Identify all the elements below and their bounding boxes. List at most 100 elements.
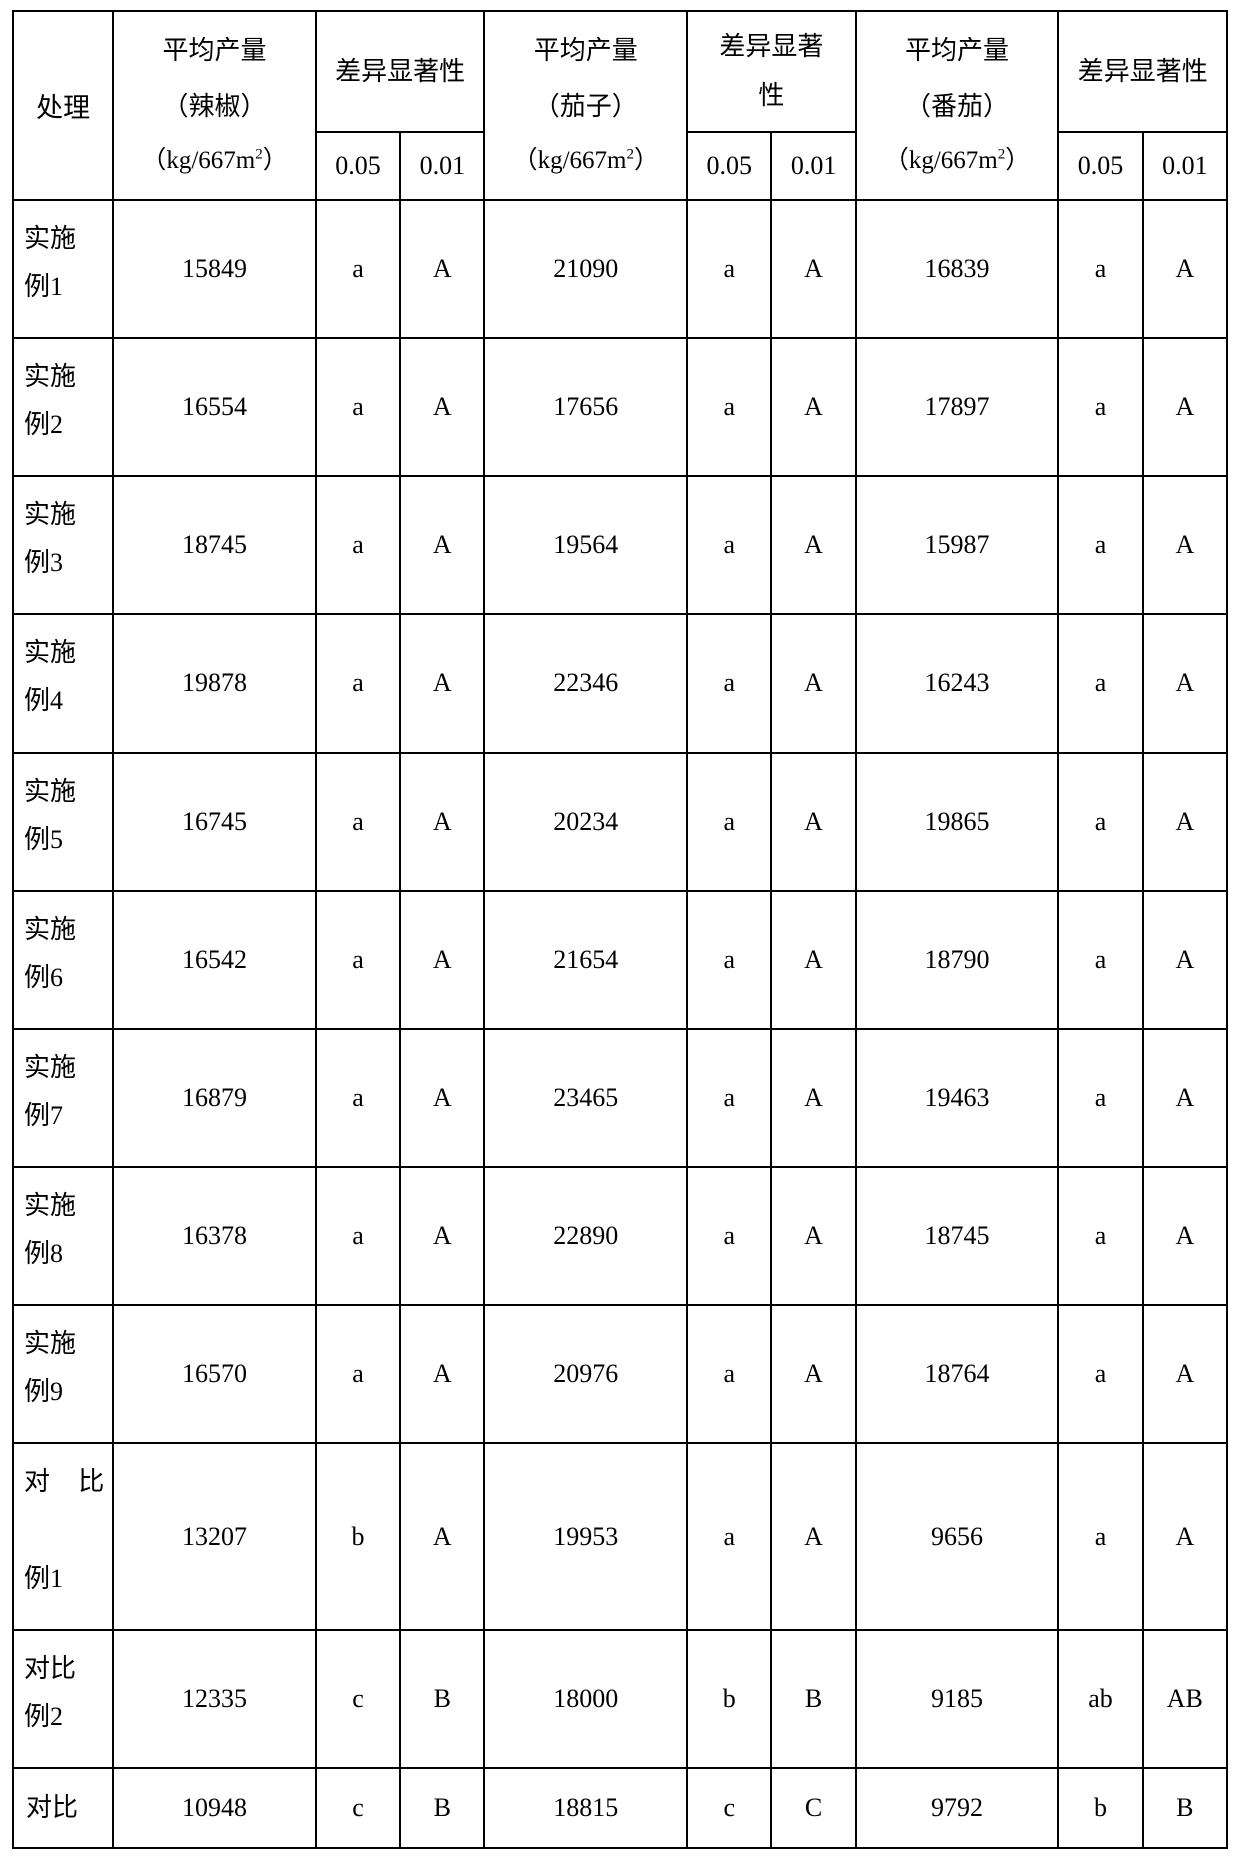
cell-sig05-egg: a xyxy=(687,1167,771,1305)
cell-sig01-tom: A xyxy=(1143,1167,1227,1305)
sig-egg-l1: 差异显著 xyxy=(719,32,823,61)
yield-tom-unit: （kg/667m2） xyxy=(884,137,1030,185)
cell-sig05-tom: ab xyxy=(1058,1630,1142,1768)
cell-yield-egg: 18815 xyxy=(484,1768,687,1848)
table-row: 实施例115849aA21090aA16839aA xyxy=(13,200,1227,338)
cell-yield-egg: 19564 xyxy=(484,476,687,614)
cell-yield-tom: 15987 xyxy=(856,476,1059,614)
cell-yield-pepper: 16570 xyxy=(113,1305,316,1443)
table-row: 实施例419878aA22346aA16243aA xyxy=(13,614,1227,752)
cell-treatment: 对比 xyxy=(13,1768,113,1848)
cell-sig01-pepper: A xyxy=(400,614,484,752)
col-yield-eggplant: 平均产量 （茄子） （kg/667m2） xyxy=(484,11,687,200)
cell-sig05-pepper: a xyxy=(316,200,400,338)
cell-treatment: 实施例4 xyxy=(13,614,113,752)
col-treatment: 处理 xyxy=(13,11,113,200)
cell-sig05-tom: a xyxy=(1058,1029,1142,1167)
cell-sig01-pepper: B xyxy=(400,1630,484,1768)
cell-sig05-egg: a xyxy=(687,1305,771,1443)
cell-sig01-pepper: A xyxy=(400,1167,484,1305)
col-p01-tom: 0.01 xyxy=(1143,132,1227,200)
cell-sig05-egg: a xyxy=(687,200,771,338)
table-row: 实施例516745aA20234aA19865aA xyxy=(13,753,1227,891)
col-p05-tom: 0.05 xyxy=(1058,132,1142,200)
cell-yield-pepper: 18745 xyxy=(113,476,316,614)
cell-treatment: 实施例5 xyxy=(13,753,113,891)
cell-yield-pepper: 19878 xyxy=(113,614,316,752)
table-row: 实施例816378aA22890aA18745aA xyxy=(13,1167,1227,1305)
cell-yield-pepper: 15849 xyxy=(113,200,316,338)
cell-sig05-egg: a xyxy=(687,1443,771,1629)
cell-treatment: 实施例8 xyxy=(13,1167,113,1305)
col-p01-pepper: 0.01 xyxy=(400,132,484,200)
cell-yield-tom: 18764 xyxy=(856,1305,1059,1443)
cell-sig05-tom: a xyxy=(1058,1167,1142,1305)
table-row: 对比例113207bA19953aA9656aA xyxy=(13,1443,1227,1629)
cell-yield-egg: 22346 xyxy=(484,614,687,752)
cell-sig01-pepper: A xyxy=(400,338,484,476)
yield-egg-l2: （茄子） xyxy=(534,82,638,131)
cell-yield-tom: 19865 xyxy=(856,753,1059,891)
cell-sig01-pepper: A xyxy=(400,891,484,1029)
cell-sig01-egg: A xyxy=(771,1443,855,1629)
cell-sig01-tom: A xyxy=(1143,1443,1227,1629)
cell-sig01-egg: B xyxy=(771,1630,855,1768)
cell-sig05-pepper: a xyxy=(316,753,400,891)
cell-yield-egg: 17656 xyxy=(484,338,687,476)
cell-yield-tom: 18790 xyxy=(856,891,1059,1029)
cell-sig01-egg: A xyxy=(771,338,855,476)
cell-yield-tom: 19463 xyxy=(856,1029,1059,1167)
table-header: 处理 平均产量 （辣椒） （kg/667m2） 差异显著性 平均产量 （茄子） … xyxy=(13,11,1227,200)
cell-yield-egg: 18000 xyxy=(484,1630,687,1768)
cell-yield-egg: 20234 xyxy=(484,753,687,891)
cell-yield-pepper: 13207 xyxy=(113,1443,316,1629)
cell-treatment: 实施例7 xyxy=(13,1029,113,1167)
cell-sig05-egg: a xyxy=(687,1029,771,1167)
sig-egg-l2: 性 xyxy=(758,81,784,110)
cell-sig01-tom: A xyxy=(1143,1029,1227,1167)
cell-sig01-tom: AB xyxy=(1143,1630,1227,1768)
cell-treatment: 实施例9 xyxy=(13,1305,113,1443)
table-row: 实施例216554aA17656aA17897aA xyxy=(13,338,1227,476)
col-sig-pepper: 差异显著性 xyxy=(316,11,485,132)
cell-sig05-tom: a xyxy=(1058,891,1142,1029)
cell-sig05-pepper: c xyxy=(316,1768,400,1848)
col-p01-egg: 0.01 xyxy=(771,132,855,200)
cell-sig01-egg: C xyxy=(771,1768,855,1848)
cell-sig01-tom: A xyxy=(1143,200,1227,338)
yield-tom-l2: （番茄） xyxy=(905,82,1009,131)
cell-sig01-pepper: A xyxy=(400,200,484,338)
cell-treatment: 对比例2 xyxy=(13,1630,113,1768)
cell-sig05-pepper: a xyxy=(316,476,400,614)
cell-sig01-pepper: A xyxy=(400,476,484,614)
cell-sig01-egg: A xyxy=(771,753,855,891)
table-row: 实施例916570aA20976aA18764aA xyxy=(13,1305,1227,1443)
cell-yield-pepper: 16745 xyxy=(113,753,316,891)
col-yield-tomato: 平均产量 （番茄） （kg/667m2） xyxy=(856,11,1059,200)
cell-sig05-tom: a xyxy=(1058,1443,1142,1629)
cell-yield-tom: 9185 xyxy=(856,1630,1059,1768)
cell-sig01-pepper: A xyxy=(400,753,484,891)
cell-sig05-tom: b xyxy=(1058,1768,1142,1848)
cell-sig01-pepper: A xyxy=(400,1029,484,1167)
col-yield-pepper: 平均产量 （辣椒） （kg/667m2） xyxy=(113,11,316,200)
cell-sig05-pepper: a xyxy=(316,338,400,476)
cell-yield-egg: 21654 xyxy=(484,891,687,1029)
cell-treatment: 实施例1 xyxy=(13,200,113,338)
cell-sig05-egg: b xyxy=(687,1630,771,1768)
cell-sig01-tom: A xyxy=(1143,476,1227,614)
cell-sig05-pepper: a xyxy=(316,1029,400,1167)
yield-pepper-unit: （kg/667m2） xyxy=(141,137,287,185)
yield-pepper-l1: 平均产量 xyxy=(163,26,267,75)
cell-yield-egg: 21090 xyxy=(484,200,687,338)
cell-yield-egg: 19953 xyxy=(484,1443,687,1629)
cell-yield-tom: 9792 xyxy=(856,1768,1059,1848)
cell-yield-pepper: 16554 xyxy=(113,338,316,476)
table-row: 对比例212335cB18000bB9185abAB xyxy=(13,1630,1227,1768)
cell-sig05-tom: a xyxy=(1058,476,1142,614)
cell-sig01-egg: A xyxy=(771,200,855,338)
cell-sig01-egg: A xyxy=(771,1167,855,1305)
cell-treatment: 实施例6 xyxy=(13,891,113,1029)
cell-sig01-tom: A xyxy=(1143,1305,1227,1443)
cell-yield-egg: 20976 xyxy=(484,1305,687,1443)
